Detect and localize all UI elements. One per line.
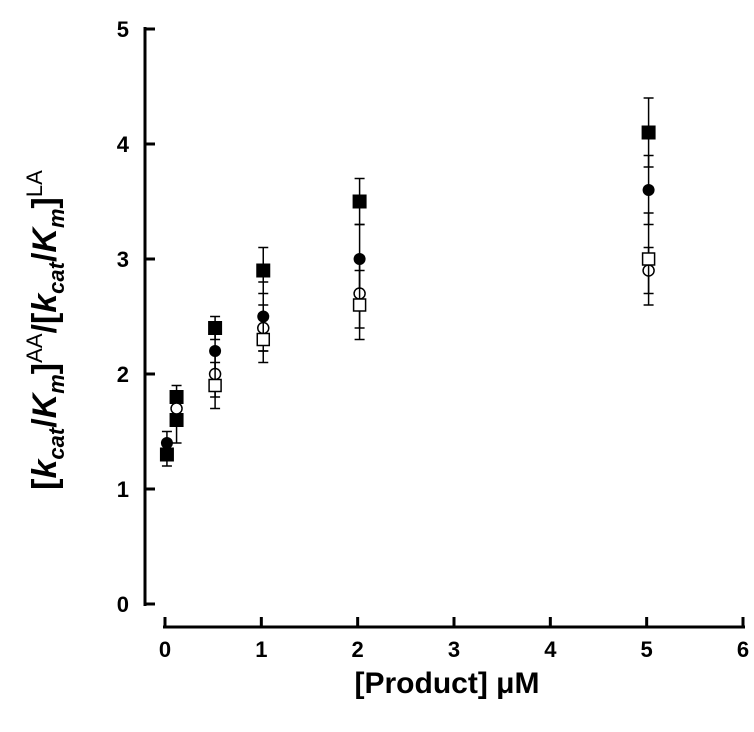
x-tick-label: 0 <box>159 637 171 662</box>
y-title-cat-la: cat <box>44 260 69 293</box>
y-title-K-la: K <box>26 226 64 253</box>
x-axis-title: [Product] μM <box>355 667 540 700</box>
x-tick-label: 2 <box>352 637 364 662</box>
data-point-open-square <box>352 269 367 341</box>
y-title-m-aa: m <box>44 374 69 394</box>
x-tick-label: 4 <box>544 637 557 662</box>
data-point-open-square <box>256 315 271 364</box>
y-title-slash-aa: / <box>26 418 64 428</box>
marker-filled-square <box>256 263 271 278</box>
x-tick-label: 3 <box>448 637 460 662</box>
axes: 0 1 2 3 4 5 0 1 2 3 4 5 6 <box>117 17 749 662</box>
marker-filled-square <box>641 125 656 140</box>
y-title-k-aa: k <box>26 457 64 478</box>
marker-open-square <box>352 298 367 312</box>
data-point-filled-circle <box>160 430 173 456</box>
y-title-sup-aa: AA <box>22 333 47 363</box>
marker-open-square <box>641 252 656 266</box>
y-title-sup-la: LA <box>22 170 47 197</box>
y-title-close-la: ] <box>26 197 64 208</box>
x-tick-label: 1 <box>255 637 267 662</box>
marker-open-square <box>208 378 222 393</box>
y-title-K-aa: K <box>26 391 64 418</box>
y-title-slash-mid: /[ <box>26 313 64 334</box>
x-tick-label: 5 <box>641 637 653 662</box>
marker-open-square <box>256 332 271 347</box>
data-point-filled-square <box>352 177 367 226</box>
y-tick-label: 0 <box>117 592 129 617</box>
x-tick-label: 6 <box>737 637 749 662</box>
y-tick-label: 4 <box>117 132 130 157</box>
y-tick-label: 1 <box>117 477 129 502</box>
data-points <box>159 97 656 467</box>
y-title-k-la: k <box>26 292 64 313</box>
y-title-close-aa: ] <box>26 363 64 374</box>
y-title-slash-la: / <box>26 252 64 262</box>
y-tick-label: 2 <box>117 362 129 387</box>
data-point-open-square <box>208 361 222 410</box>
y-title-m-la: m <box>44 208 69 228</box>
y-title-open-bracket: [ <box>26 478 64 489</box>
marker-open-circle <box>170 402 183 415</box>
y-tick-label: 5 <box>117 17 129 42</box>
y-title-cat-aa: cat <box>44 426 69 459</box>
marker-filled-circle <box>160 437 173 449</box>
marker-filled-square <box>352 194 367 209</box>
data-point-open-square <box>641 212 656 306</box>
y-tick-label: 3 <box>117 247 129 272</box>
marker-filled-circle <box>642 184 655 196</box>
y-axis-title: [kcat/Km]AA/[kcat/Km]LA <box>22 170 69 490</box>
data-point-open-circle <box>170 396 183 421</box>
